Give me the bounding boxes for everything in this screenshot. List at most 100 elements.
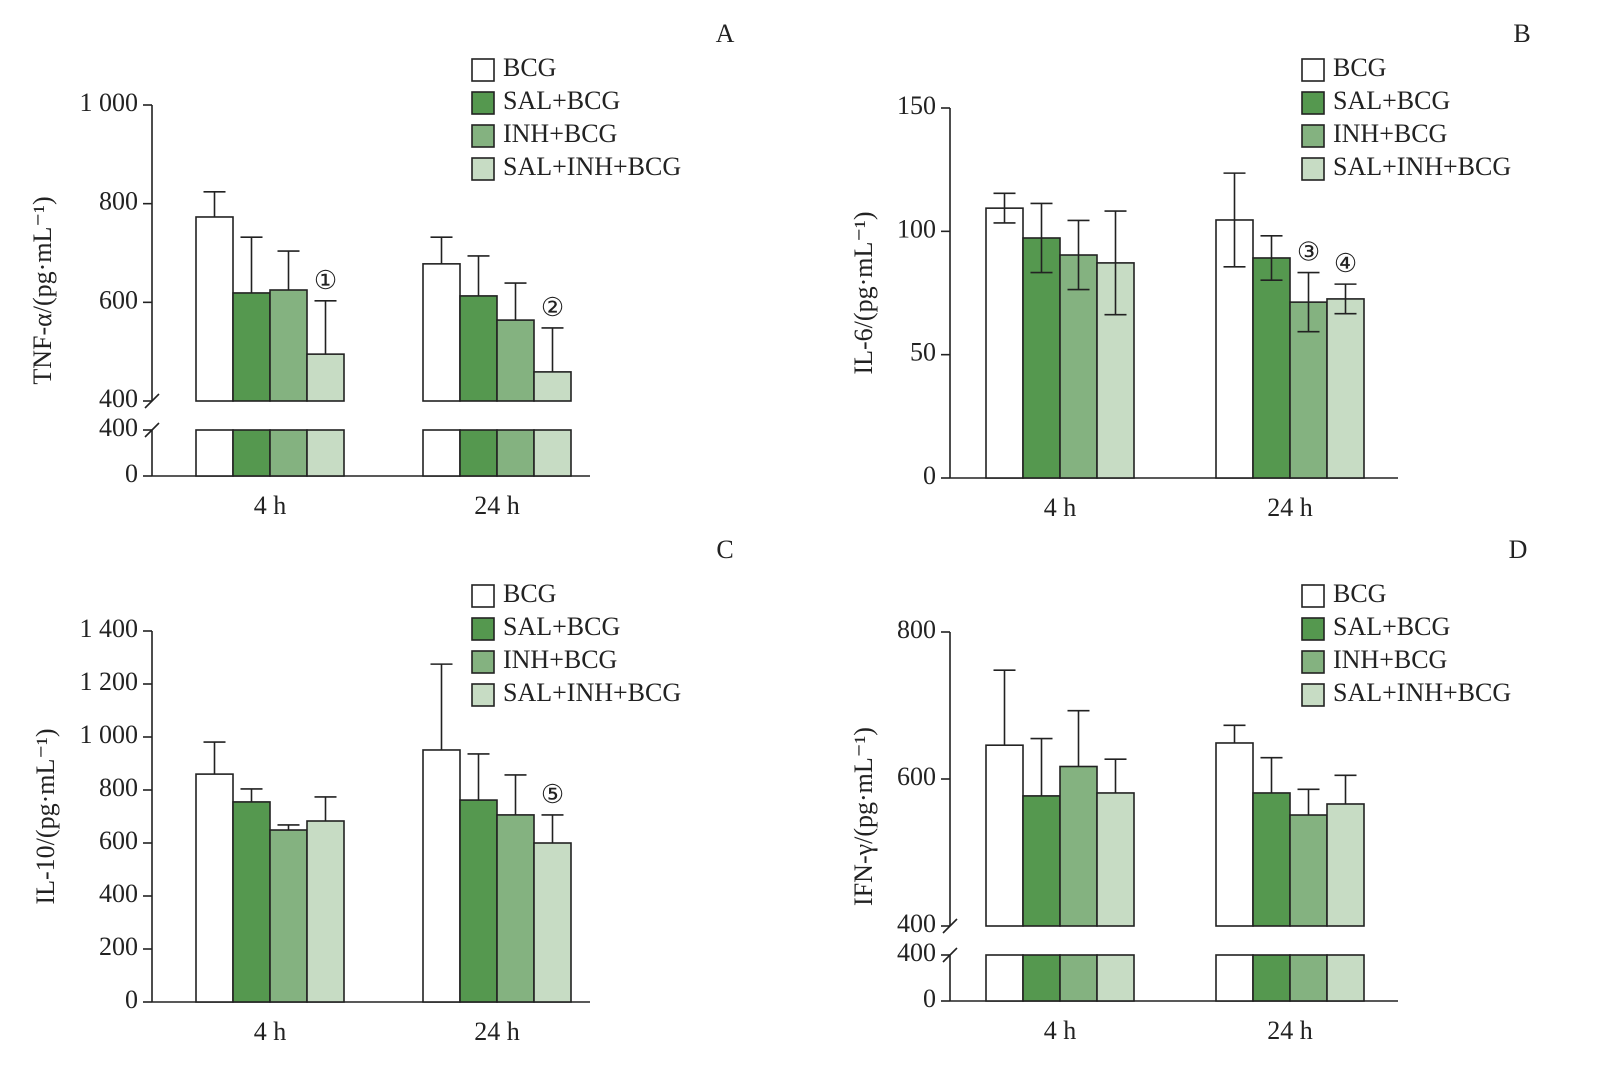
legend-label: INH+BCG bbox=[1333, 119, 1447, 148]
panel-label: C bbox=[716, 535, 733, 564]
bar bbox=[269, 829, 308, 1003]
y-tick-label: 800 bbox=[99, 187, 138, 216]
legend-label: SAL+BCG bbox=[503, 612, 620, 641]
bar-base bbox=[496, 429, 535, 477]
bar bbox=[195, 216, 234, 402]
bar bbox=[1252, 257, 1291, 479]
bar-base bbox=[1022, 954, 1061, 1002]
y-axis-label: IFN-γ/(pg·mL⁻¹) bbox=[849, 727, 878, 906]
y-tick-label: 0 bbox=[125, 459, 138, 488]
bar-base bbox=[1096, 954, 1135, 1002]
bar bbox=[1059, 765, 1098, 927]
y-tick-label: 400 bbox=[99, 879, 138, 908]
panel-label: D bbox=[1509, 535, 1528, 564]
legend-swatch bbox=[471, 617, 495, 641]
bar bbox=[306, 820, 345, 1003]
y-tick-label: 1 400 bbox=[80, 614, 139, 643]
bar bbox=[422, 263, 461, 402]
annotation: ① bbox=[314, 266, 337, 295]
bar bbox=[496, 319, 535, 402]
y-tick-label: 1 000 bbox=[80, 720, 139, 749]
bar bbox=[1022, 237, 1061, 479]
legend-swatch bbox=[1301, 157, 1325, 181]
bar bbox=[1326, 298, 1365, 479]
legend-label: BCG bbox=[1333, 53, 1386, 82]
x-tick-label: 4 h bbox=[254, 1017, 287, 1046]
y-tick-label: 800 bbox=[897, 615, 936, 644]
y-axis-label: TNF-α/(pg·mL⁻¹) bbox=[28, 196, 57, 384]
legend-swatch bbox=[471, 124, 495, 148]
legend-swatch bbox=[1301, 683, 1325, 707]
bar-base bbox=[306, 429, 345, 477]
y-tick-label: 600 bbox=[99, 285, 138, 314]
bar bbox=[232, 292, 271, 402]
y-tick-label: 400 bbox=[99, 384, 138, 413]
annotation: ④ bbox=[1334, 249, 1357, 278]
legend-label: SAL+INH+BCG bbox=[1333, 152, 1511, 181]
legend-swatch bbox=[471, 683, 495, 707]
bar bbox=[1326, 803, 1365, 927]
bar bbox=[459, 799, 498, 1003]
bar bbox=[195, 773, 234, 1003]
x-tick-label: 4 h bbox=[1044, 493, 1077, 522]
bar bbox=[269, 289, 308, 402]
bar-base bbox=[1215, 954, 1254, 1002]
legend-swatch bbox=[471, 584, 495, 608]
bar-base bbox=[1326, 954, 1365, 1002]
legend-label: INH+BCG bbox=[503, 645, 617, 674]
bar bbox=[459, 295, 498, 402]
legend-label: BCG bbox=[1333, 579, 1386, 608]
bar-base bbox=[985, 954, 1024, 1002]
bar-base bbox=[422, 429, 461, 477]
y-tick-label: 400 bbox=[897, 938, 936, 967]
y-tick-label: 1 200 bbox=[80, 667, 139, 696]
bar bbox=[1289, 814, 1328, 927]
bar bbox=[306, 353, 345, 402]
bar-base bbox=[232, 429, 271, 477]
y-tick-label: 600 bbox=[897, 762, 936, 791]
legend-label: INH+BCG bbox=[503, 119, 617, 148]
legend-swatch bbox=[471, 650, 495, 674]
bar bbox=[1215, 742, 1254, 927]
bar bbox=[1252, 792, 1291, 927]
x-tick-label: 24 h bbox=[474, 491, 520, 520]
annotation: ③ bbox=[1297, 237, 1320, 266]
y-tick-label: 0 bbox=[923, 984, 936, 1013]
x-tick-label: 24 h bbox=[474, 1017, 520, 1046]
y-tick-label: 1 000 bbox=[80, 88, 139, 117]
bar-base bbox=[195, 429, 234, 477]
y-tick-label: 100 bbox=[897, 214, 936, 243]
bar bbox=[1022, 795, 1061, 927]
legend-swatch bbox=[471, 91, 495, 115]
bar bbox=[1096, 792, 1135, 927]
bar bbox=[533, 842, 572, 1003]
bar bbox=[985, 744, 1024, 927]
annotation: ② bbox=[541, 293, 564, 322]
panel-label: B bbox=[1513, 19, 1530, 48]
legend-label: SAL+INH+BCG bbox=[503, 678, 681, 707]
legend-swatch bbox=[1301, 650, 1325, 674]
x-tick-label: 24 h bbox=[1267, 1016, 1313, 1045]
bar-base bbox=[459, 429, 498, 477]
y-tick-label: 50 bbox=[910, 338, 936, 367]
y-axis-label: IL-10/(pg·mL⁻¹) bbox=[31, 728, 60, 904]
bar bbox=[422, 749, 461, 1003]
bar-base bbox=[1289, 954, 1328, 1002]
legend-label: BCG bbox=[503, 53, 556, 82]
y-tick-label: 400 bbox=[897, 909, 936, 938]
legend-label: SAL+BCG bbox=[1333, 612, 1450, 641]
bar bbox=[232, 801, 271, 1003]
legend-swatch bbox=[1301, 124, 1325, 148]
y-tick-label: 0 bbox=[125, 985, 138, 1014]
legend-swatch bbox=[1301, 584, 1325, 608]
y-tick-label: 150 bbox=[897, 91, 936, 120]
legend-swatch bbox=[1301, 617, 1325, 641]
bar-base bbox=[533, 429, 572, 477]
legend-swatch bbox=[1301, 91, 1325, 115]
legend-label: SAL+INH+BCG bbox=[1333, 678, 1511, 707]
y-tick-label: 600 bbox=[99, 826, 138, 855]
bar bbox=[1059, 254, 1098, 479]
y-tick-label: 800 bbox=[99, 773, 138, 802]
